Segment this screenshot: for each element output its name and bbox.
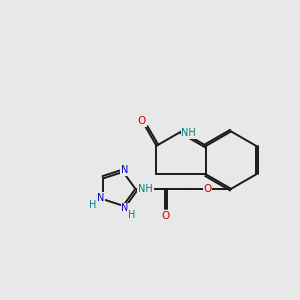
Text: NH: NH [182,128,196,138]
Text: N: N [97,193,104,202]
Text: O: O [161,212,169,221]
Text: NH: NH [138,184,153,194]
Text: O: O [203,184,211,194]
Text: N: N [122,203,129,214]
Text: H: H [89,200,96,210]
Text: N: N [121,165,128,175]
Text: O: O [138,116,146,126]
Text: H: H [128,210,135,220]
